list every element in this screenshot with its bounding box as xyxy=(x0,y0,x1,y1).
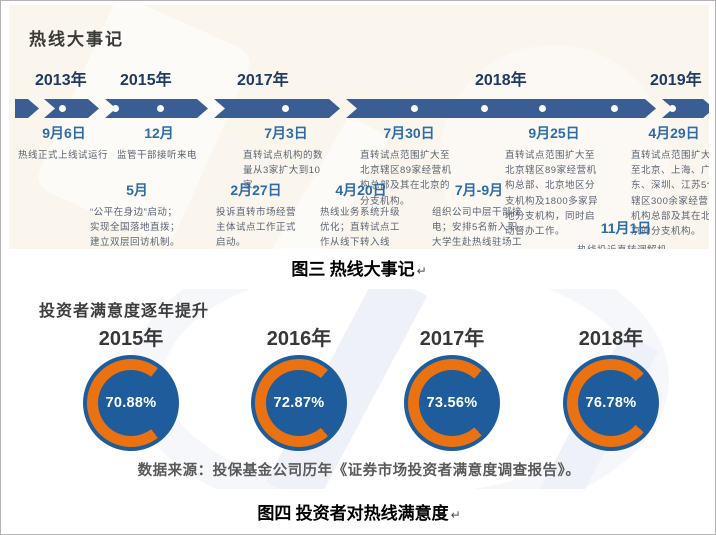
timeline-event: 7月-9月 组织公司中层干部接电；安排5名新入职大学生赴热线驻场工作2个月。 xyxy=(424,180,534,249)
figure3-caption: 图三 热线大事记 ↵ xyxy=(1,255,715,280)
timeline-event: 2月27日 投诉直转市场经营主体试点工作正式启动。 xyxy=(206,180,306,249)
timeline-arrow-segment xyxy=(662,99,709,118)
timeline-dot xyxy=(157,105,164,112)
event-date: 11月1日 xyxy=(600,220,652,236)
data-source-note: 数据来源：投保基金公司历年《证券市场投资者满意度调查报告》。 xyxy=(137,463,581,479)
timeline-dot xyxy=(669,105,676,112)
donut-year-label: 2015年 xyxy=(98,328,164,350)
timeline-dot xyxy=(59,105,66,112)
paragraph-mark-icon: ↵ xyxy=(416,264,427,278)
event-date: 5月 xyxy=(126,182,148,198)
figure4-caption: 图四 投资者对热线满意度 ↵ xyxy=(1,499,715,524)
timeline-dot xyxy=(112,105,119,112)
event-description: 组织公司中层干部接电；安排5名新入职大学生赴热线驻场工作2个月。 xyxy=(432,207,523,249)
timeline-arrow-segment xyxy=(44,99,99,118)
donut-value: 72.87% xyxy=(273,395,325,411)
event-date: 4月20日 xyxy=(335,182,387,198)
donut-chart-2015: 70.88% xyxy=(83,355,179,451)
event-date: 12月 xyxy=(144,125,174,141)
donut-center: 70.88% xyxy=(98,370,164,436)
figure3-caption-text: 图三 热线大事记 xyxy=(291,260,415,279)
timeline-dot xyxy=(282,105,289,112)
timeline-arrow-segment xyxy=(346,99,656,118)
satisfaction-panel: 投资者满意度逐年提升 2015年 2016年 2017年 2018年 70.88… xyxy=(9,289,709,489)
event-date: 9月25日 xyxy=(528,125,580,141)
donut-center: 73.56% xyxy=(419,370,485,436)
timeline-arrow-segment xyxy=(15,99,39,118)
year-label-2018: 2018年 xyxy=(475,72,527,89)
event-date: 7月3日 xyxy=(264,125,308,141)
timeline-event: 5月 “公平在身边”启动；实现全国落地直拨；建立双层回访机制。 xyxy=(82,180,192,249)
year-label-2019: 2019年 xyxy=(650,72,702,89)
event-date: 7月-9月 xyxy=(454,182,504,198)
donut-chart-2018: 76.78% xyxy=(563,355,659,451)
donut-value: 73.56% xyxy=(426,395,478,411)
figure4-caption-text: 图四 投资者对热线满意度 xyxy=(257,504,449,523)
timeline-event: 7月30日 直转试点范围扩大至北京辖区89家经营机构总部及其在北京的分支机构。 xyxy=(357,123,461,209)
timeline-dot xyxy=(214,105,221,112)
event-description: 热线投诉直转调解机构试点工作正式开启。 xyxy=(577,243,675,249)
donut-chart-2016: 72.87% xyxy=(251,355,347,451)
donut-year-label: 2016年 xyxy=(266,328,332,350)
event-description: 热线业务系统升级优化；直转试点工作从线下转入线上。 xyxy=(320,207,401,249)
event-description: 直转试点机构的数量从3家扩大到10家。 xyxy=(243,150,324,192)
timeline-dot xyxy=(411,105,418,112)
timeline-dot xyxy=(539,105,546,112)
event-date: 4月29日 xyxy=(648,125,700,141)
event-description: 投诉直转市场经营主体试点工作正式启动。 xyxy=(216,207,297,249)
timeline-event: 4月29日 直转试点范围扩大至北京、上海、广东、深圳、江苏5个辖区300余家经营… xyxy=(629,123,709,239)
year-label-2013: 2013年 xyxy=(35,72,87,89)
event-description: 监管干部接听来电 xyxy=(117,150,198,161)
donut-year-label: 2017年 xyxy=(419,328,485,350)
donut-center: 76.78% xyxy=(578,370,644,436)
year-label-2015: 2015年 xyxy=(120,72,172,89)
paragraph-mark-icon: ↵ xyxy=(450,508,461,522)
timeline-event: 9月25日 直转试点范围扩大至北京辖区89家经营机构总部、北京地区分支机构及18… xyxy=(502,123,606,239)
timeline-dot xyxy=(611,105,618,112)
donut-value: 76.78% xyxy=(585,395,637,411)
event-date: 7月30日 xyxy=(383,125,435,141)
donut-chart-2017: 73.56% xyxy=(404,355,500,451)
hotline-timeline-panel: 热线大事记 2013年 2015年 2017年 2018年 2019年 9月6日… xyxy=(9,5,709,249)
year-label-2017: 2017年 xyxy=(237,72,289,89)
satisfaction-title: 投资者满意度逐年提升 xyxy=(39,303,210,320)
timeline-event: 9月6日 热线正式上线试运行 xyxy=(14,123,114,163)
timeline-event: 4月20日 热线业务系统升级优化；直转试点工作从线下转入线上。 xyxy=(311,180,411,249)
event-description: 直转试点范围扩大至北京辖区89家经营机构总部、北京地区分支机构及1800多家异地… xyxy=(505,150,599,237)
donut-value: 70.88% xyxy=(105,395,157,411)
watermark-shape xyxy=(439,45,669,249)
timeline-dot xyxy=(481,105,488,112)
timeline-event: 7月3日 直转试点机构的数量从3家扩大到10家。 xyxy=(236,123,336,194)
timeline-arrow-segment xyxy=(214,99,340,118)
event-description: 热线正式上线试运行 xyxy=(18,150,109,161)
event-date: 9月6日 xyxy=(42,125,86,141)
event-description: 直转试点范围扩大至北京、上海、广东、深圳、江苏5个辖区300余家经营机构总部及其… xyxy=(631,150,709,237)
event-description: “公平在身边”启动；实现全国落地直拨；建立双层回访机制。 xyxy=(90,207,181,249)
timeline-title: 热线大事记 xyxy=(29,30,124,49)
event-description: 直转试点范围扩大至北京辖区89家经营机构总部及其在北京的分支机构。 xyxy=(360,150,452,207)
event-date: 2月27日 xyxy=(230,182,282,198)
timeline-event: 11月1日 热线投诉直转调解机构试点工作正式开启。 xyxy=(574,218,678,249)
donut-year-label: 2018年 xyxy=(578,328,644,350)
donut-center: 72.87% xyxy=(266,370,332,436)
timeline-event: 12月 监管干部接听来电 xyxy=(104,123,214,163)
timeline-arrow-segment xyxy=(105,99,208,118)
